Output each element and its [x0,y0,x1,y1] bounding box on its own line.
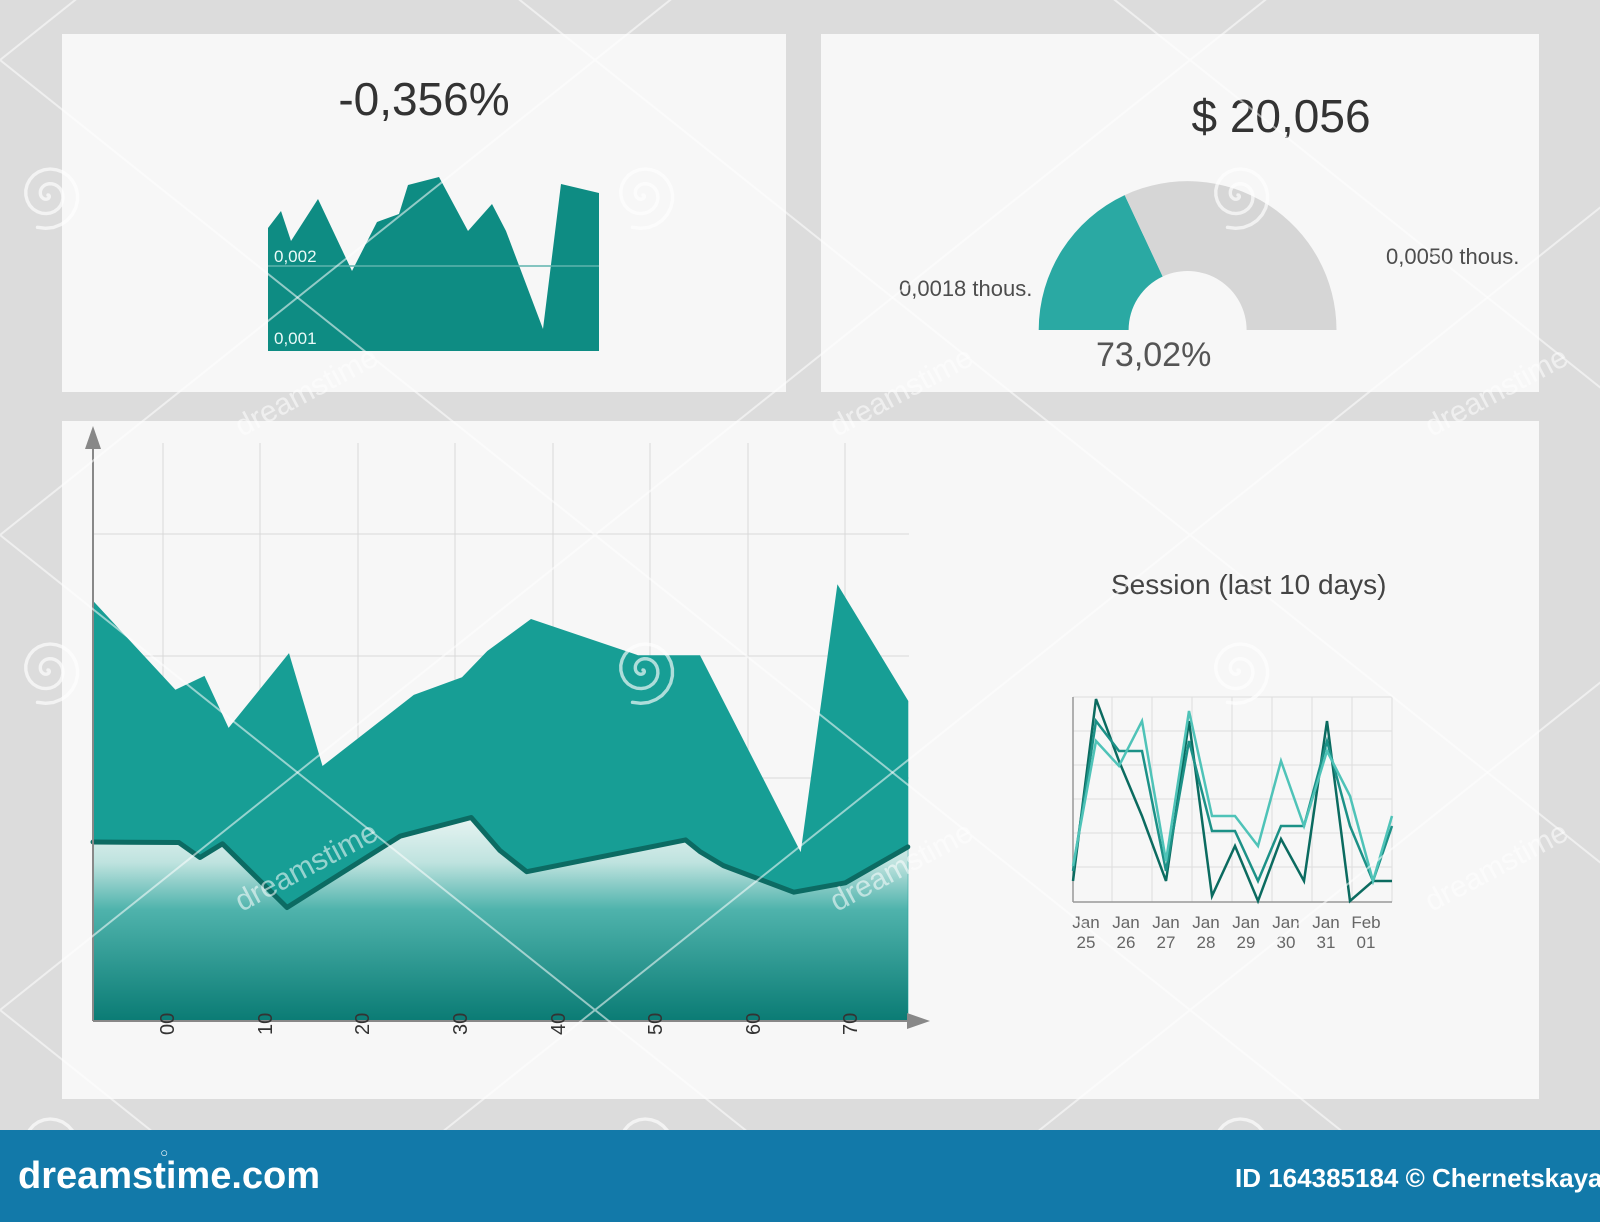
svg-text:73,02%: 73,02% [1096,336,1211,374]
svg-text:0,002: 0,002 [274,247,317,266]
svg-text:0,001: 0,001 [274,329,317,348]
svg-text:0,0018 thous.: 0,0018 thous. [899,276,1032,301]
svg-text:0,0050 thous.: 0,0050 thous. [1386,244,1519,269]
